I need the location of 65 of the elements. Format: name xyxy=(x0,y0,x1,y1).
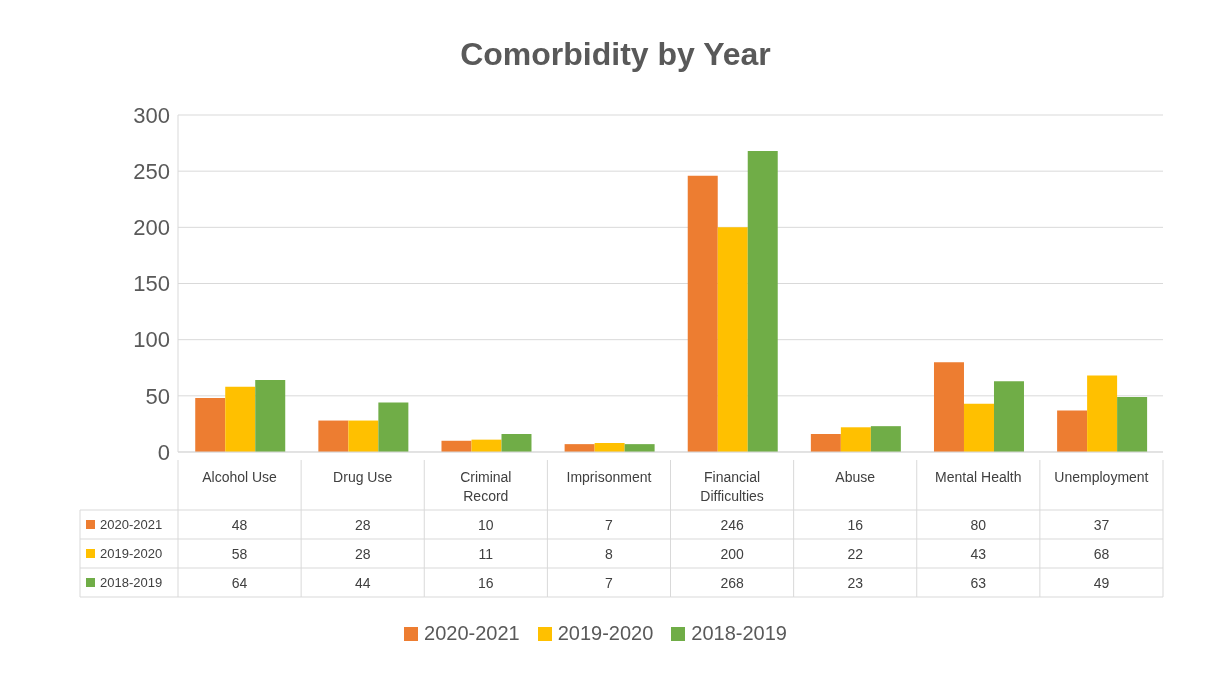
bar xyxy=(501,434,532,452)
data-label: 23 xyxy=(847,575,864,591)
y-tick-label: 250 xyxy=(133,158,170,184)
bar xyxy=(1117,396,1148,452)
y-tick-label: 150 xyxy=(133,271,170,297)
bar xyxy=(225,386,256,452)
bar xyxy=(933,362,964,452)
x-tick-label: Mental Health xyxy=(935,469,1022,485)
legend-label: 2019-2020 xyxy=(100,546,163,561)
bar xyxy=(195,398,226,452)
bar xyxy=(378,402,409,452)
x-tick-label: Imprisonment xyxy=(566,469,652,485)
legend-label: 2018-2019 xyxy=(100,575,163,590)
data-label: 49 xyxy=(1093,575,1110,591)
bar xyxy=(717,227,748,452)
legend-label: 2020-2021 xyxy=(100,517,163,532)
data-label: 7 xyxy=(605,517,614,533)
bar xyxy=(810,434,841,452)
bar xyxy=(255,380,286,452)
bar xyxy=(1087,375,1118,452)
y-tick-label: 200 xyxy=(133,215,170,241)
data-label: 48 xyxy=(231,517,248,533)
bar xyxy=(840,427,871,452)
x-tick-label: Financial Difficulties xyxy=(700,469,764,504)
data-label: 28 xyxy=(354,517,371,533)
chart-title: Comorbidity by Year xyxy=(459,35,772,74)
data-label: 268 xyxy=(720,575,744,591)
data-label: 80 xyxy=(970,517,987,533)
data-label: 7 xyxy=(605,575,614,591)
text: 2019-2020 xyxy=(557,622,654,644)
x-tick-label: Criminal Record xyxy=(460,469,512,504)
data-label: 10 xyxy=(478,517,494,533)
data-label: 16 xyxy=(478,575,494,591)
data-label: 246 xyxy=(720,517,744,533)
data-label: 16 xyxy=(847,517,864,533)
data-label: 43 xyxy=(970,546,987,562)
x-tick-label: Alcohol Use xyxy=(202,469,278,485)
bar xyxy=(348,420,379,452)
bar xyxy=(318,420,349,452)
data-label: 44 xyxy=(354,575,371,591)
x-tick-label: Unemployment xyxy=(1054,469,1149,485)
bar xyxy=(963,403,994,452)
bar xyxy=(1057,410,1088,452)
bar xyxy=(870,426,901,452)
data-label: 11 xyxy=(478,546,494,562)
y-tick-label: 300 xyxy=(133,102,170,128)
bar xyxy=(687,175,718,452)
x-tick-label: Drug Use xyxy=(333,469,393,485)
data-label: 8 xyxy=(605,546,614,562)
y-tick-label: 50 xyxy=(145,383,170,409)
data-label: 68 xyxy=(1093,546,1110,562)
x-tick-label: Abuse xyxy=(835,469,876,485)
data-label: 64 xyxy=(231,575,248,591)
y-tick-label: 0 xyxy=(157,439,170,465)
text: 2020-2021 xyxy=(424,622,520,644)
data-label: 200 xyxy=(720,546,744,562)
y-tick-label: 100 xyxy=(133,327,170,353)
data-label: 28 xyxy=(354,546,371,562)
bar xyxy=(747,150,778,452)
data-label: 63 xyxy=(970,575,987,591)
bar xyxy=(993,381,1024,452)
data-label: 37 xyxy=(1093,517,1110,533)
data-label: 22 xyxy=(847,546,864,562)
data-label: 58 xyxy=(231,546,248,562)
text: 2018-2019 xyxy=(691,622,787,644)
